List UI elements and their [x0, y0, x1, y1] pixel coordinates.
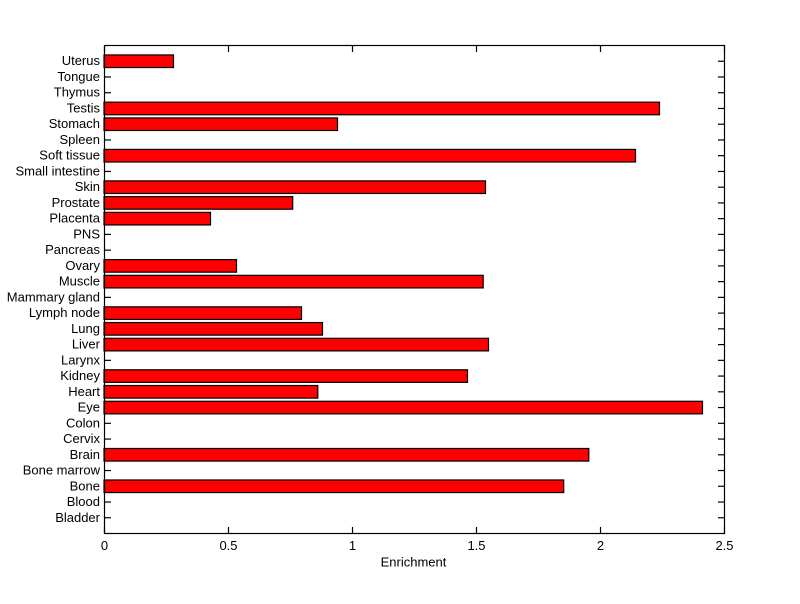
svg-text:Small intestine: Small intestine [15, 163, 100, 178]
svg-text:Stomach: Stomach [49, 116, 100, 131]
svg-text:0: 0 [101, 538, 108, 553]
svg-text:PNS: PNS [73, 226, 100, 241]
svg-text:Blood: Blood [67, 494, 100, 509]
svg-text:Bone: Bone [70, 478, 100, 493]
svg-text:Bladder: Bladder [55, 510, 100, 525]
svg-text:Skin: Skin [75, 179, 100, 194]
svg-text:Soft tissue: Soft tissue [39, 148, 100, 163]
svg-text:Spleen: Spleen [60, 132, 100, 147]
svg-text:Ovary: Ovary [65, 258, 100, 273]
svg-text:1.5: 1.5 [467, 538, 485, 553]
svg-text:Kidney: Kidney [60, 368, 100, 383]
svg-text:Testis: Testis [67, 100, 101, 115]
svg-text:Placenta: Placenta [49, 211, 100, 226]
svg-text:Bone marrow: Bone marrow [23, 463, 101, 478]
svg-text:Pancreas: Pancreas [45, 242, 100, 257]
svg-text:Brain: Brain [70, 447, 100, 462]
svg-text:1: 1 [349, 538, 356, 553]
svg-text:Uterus: Uterus [62, 53, 101, 68]
svg-text:Liver: Liver [72, 337, 101, 352]
svg-text:Mammary gland: Mammary gland [7, 289, 100, 304]
svg-text:2.5: 2.5 [715, 538, 733, 553]
svg-text:Colon: Colon [66, 415, 100, 430]
svg-text:Larynx: Larynx [61, 352, 101, 367]
svg-text:Eye: Eye [78, 400, 100, 415]
svg-text:Prostate: Prostate [52, 195, 100, 210]
svg-text:Enrichment: Enrichment [381, 555, 447, 570]
svg-text:Muscle: Muscle [59, 274, 100, 289]
svg-text:Heart: Heart [68, 384, 100, 399]
svg-text:2: 2 [597, 538, 604, 553]
svg-text:Cervix: Cervix [63, 431, 100, 446]
svg-text:Lung: Lung [71, 321, 100, 336]
svg-text:0.5: 0.5 [219, 538, 237, 553]
svg-text:Tongue: Tongue [57, 69, 100, 84]
svg-text:Thymus: Thymus [54, 85, 101, 100]
svg-text:Lymph node: Lymph node [29, 305, 100, 320]
